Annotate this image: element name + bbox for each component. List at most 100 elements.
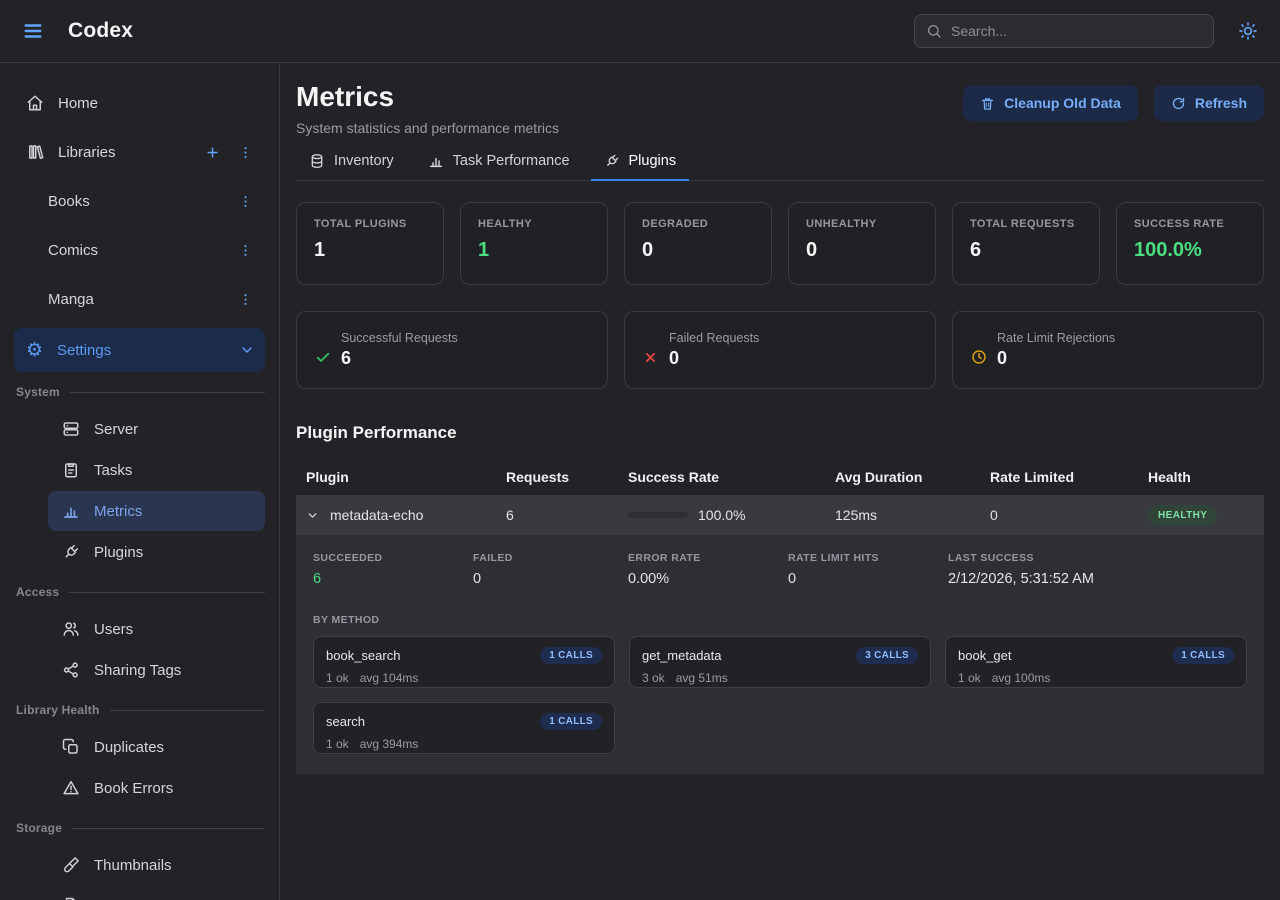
card-value: 6 (341, 348, 589, 369)
cleanup-old-data-button[interactable]: Cleanup Old Data (963, 85, 1138, 121)
refresh-button[interactable]: Refresh (1154, 85, 1264, 121)
tab-task-performance[interactable]: Task Performance (415, 151, 583, 180)
plug-icon (62, 543, 80, 561)
detail-value: 6 (313, 571, 473, 587)
clock-icon (971, 345, 997, 369)
search-input[interactable] (951, 23, 1202, 39)
method-avg-duration: avg 51ms (676, 671, 728, 685)
card-value: 0 (997, 348, 1245, 369)
tab-label: Task Performance (453, 153, 570, 169)
sidebar: Home Libraries Books (0, 63, 280, 900)
stat-card-unhealthy: UNHEALTHY 0 (788, 202, 936, 285)
sun-icon (1238, 21, 1258, 41)
plug-icon (604, 153, 620, 169)
sidebar-item-tasks[interactable]: Tasks (48, 450, 265, 490)
column-header-rate-limited: Rate Limited (990, 469, 1148, 485)
library-name: Manga (48, 291, 222, 308)
sidebar-item-book-errors[interactable]: Book Errors (48, 768, 265, 808)
page-subtitle: System statistics and performance metric… (296, 120, 559, 136)
users-icon (62, 620, 80, 638)
stat-value: 6 (970, 239, 1082, 262)
tab-inventory[interactable]: Inventory (296, 151, 407, 180)
stat-label: TOTAL PLUGINS (314, 218, 426, 230)
database-icon (309, 153, 325, 169)
comics-menu-button[interactable] (236, 241, 255, 260)
sidebar-item-manga[interactable]: Manga (14, 279, 265, 319)
sidebar-item-duplicates[interactable]: Duplicates (48, 727, 265, 767)
detail-value: 0 (788, 571, 948, 587)
sidebar-item-page-cache[interactable]: Page Cache (48, 886, 265, 900)
hamburger-icon (22, 20, 44, 42)
sidebar-item-label: Server (94, 421, 138, 438)
libraries-icon (26, 143, 44, 161)
stat-label: UNHEALTHY (806, 218, 918, 230)
theme-toggle-button[interactable] (1234, 17, 1262, 45)
search-icon (926, 23, 942, 39)
detail-succeeded: SUCCEEDED 6 (313, 552, 473, 587)
chevron-down-icon[interactable] (306, 509, 319, 522)
method-stats: 1 ok avg 100ms (958, 671, 1234, 685)
sidebar-item-comics[interactable]: Comics (14, 230, 265, 270)
manga-menu-button[interactable] (236, 290, 255, 309)
method-card-top: book_search 1 CALLS (326, 647, 602, 664)
library-name: Comics (48, 242, 222, 259)
menu-toggle-button[interactable] (18, 16, 48, 46)
sidebar-item-home[interactable]: Home (14, 83, 265, 123)
x-icon (643, 345, 669, 369)
sidebar-item-thumbnails[interactable]: Thumbnails (48, 845, 265, 885)
trash-icon (980, 96, 995, 111)
sidebar-section-library-health: Library Health (16, 703, 265, 717)
main-content: Metrics System statistics and performanc… (280, 63, 1280, 900)
page-title-block: Metrics System statistics and performanc… (296, 81, 559, 136)
sidebar-item-libraries[interactable]: Libraries (14, 132, 265, 172)
add-library-button[interactable] (203, 143, 222, 162)
method-ok-count: 1 ok (326, 671, 349, 685)
tab-plugins[interactable]: Plugins (591, 151, 690, 180)
plugin-performance-table: Plugin Requests Success Rate Avg Duratio… (296, 458, 1264, 774)
method-card-book-get: book_get 1 CALLS 1 ok avg 100ms (945, 636, 1247, 688)
app-header: Codex (0, 0, 1280, 63)
copy-icon (62, 738, 80, 756)
libraries-menu-button[interactable] (236, 143, 255, 162)
sidebar-item-label: Duplicates (94, 739, 164, 756)
stat-label: HEALTHY (478, 218, 590, 230)
cleanup-old-data-label: Cleanup Old Data (1004, 95, 1121, 111)
plugin-name: metadata-echo (330, 507, 423, 523)
detail-stats: SUCCEEDED 6 FAILED 0 ERROR RATE 0.00% RA… (313, 552, 1247, 587)
table-row[interactable]: metadata-echo 6 100.0% 125ms 0 HEALTHY (296, 495, 1264, 535)
detail-label: ERROR RATE (628, 552, 788, 564)
card-failed-requests: Failed Requests 0 (624, 311, 936, 389)
stat-label: SUCCESS RATE (1134, 218, 1246, 230)
sidebar-item-server[interactable]: Server (48, 409, 265, 449)
sidebar-item-metrics[interactable]: Metrics (48, 491, 265, 531)
tab-label: Inventory (334, 153, 394, 169)
sidebar-item-users[interactable]: Users (48, 609, 265, 649)
detail-failed: FAILED 0 (473, 552, 628, 587)
sidebar-item-sharing-tags[interactable]: Sharing Tags (48, 650, 265, 690)
sidebar-section-storage: Storage (16, 821, 265, 835)
method-avg-duration: avg 104ms (360, 671, 419, 685)
stat-label: TOTAL REQUESTS (970, 218, 1082, 230)
clipboard-icon (62, 461, 80, 479)
chevron-down-icon (239, 342, 255, 358)
books-menu-button[interactable] (236, 192, 255, 211)
card-rate-limit-rejections: Rate Limit Rejections 0 (952, 311, 1264, 389)
success-rate-value: 100.0% (698, 507, 745, 523)
sidebar-section-access: Access (16, 585, 265, 599)
sidebar-item-label: Sharing Tags (94, 662, 181, 679)
sidebar-item-settings[interactable]: ⚙ Settings (14, 328, 265, 372)
app-title: Codex (68, 19, 133, 43)
method-card-top: get_metadata 3 CALLS (642, 647, 918, 664)
stat-label: DEGRADED (642, 218, 754, 230)
search-box[interactable] (914, 14, 1214, 48)
detail-rate-limit-hits: RATE LIMIT HITS 0 (788, 552, 948, 587)
dots-vertical-icon (238, 194, 253, 209)
column-header-requests: Requests (506, 469, 628, 485)
stat-value: 1 (314, 239, 426, 262)
method-card-top: search 1 CALLS (326, 713, 602, 730)
requests-value: 6 (506, 507, 628, 523)
detail-label: FAILED (473, 552, 628, 564)
sidebar-item-plugins[interactable]: Plugins (48, 532, 265, 572)
sidebar-item-books[interactable]: Books (14, 181, 265, 221)
page-actions: Cleanup Old Data Refresh (963, 85, 1264, 121)
